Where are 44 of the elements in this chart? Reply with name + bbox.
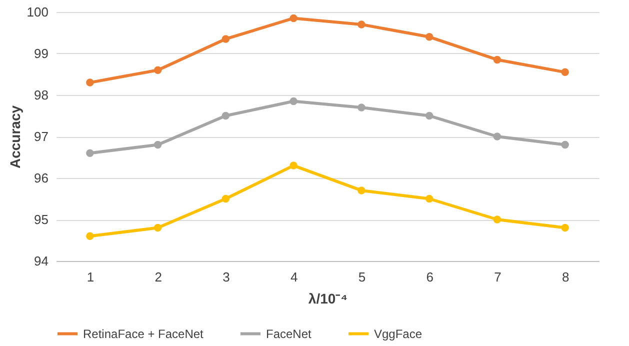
point [86, 232, 94, 240]
point [154, 66, 162, 74]
point [358, 104, 366, 112]
point [358, 186, 366, 194]
legend-label: RetinaFace + FaceNet [83, 326, 204, 341]
y-tick-label: 97 [34, 129, 48, 144]
point [425, 194, 434, 203]
y-tick-label: 100 [26, 4, 48, 20]
point [493, 132, 502, 140]
point [222, 112, 230, 120]
x-tick-label: 2 [154, 270, 162, 284]
x-tick-label: 5 [358, 270, 366, 284]
point [86, 149, 94, 157]
x-axis-title: λ/10⁻⁴ [308, 290, 348, 306]
legend-label: FaceNet [266, 326, 312, 341]
y-tick-label: 95 [34, 212, 48, 227]
point [222, 35, 230, 43]
point [561, 68, 569, 76]
x-tick-label: 8 [562, 270, 570, 284]
x-tick-label: 1 [86, 270, 94, 284]
y-tick-label: 98 [34, 88, 48, 102]
point [561, 140, 569, 149]
x-tick-label: 6 [426, 270, 434, 284]
point [154, 224, 162, 232]
legend-label: VggFace [374, 326, 422, 341]
y-axis-title: Accuracy [6, 105, 23, 169]
point [493, 216, 502, 224]
point [222, 194, 230, 203]
x-tick-label: 3 [222, 270, 230, 284]
point [425, 33, 434, 41]
point [86, 78, 94, 86]
y-tick-label: 96 [34, 170, 48, 186]
point [290, 97, 298, 106]
point [290, 162, 298, 170]
x-tick-label: 7 [494, 270, 502, 284]
point [425, 112, 434, 120]
point [358, 20, 366, 28]
point [154, 140, 162, 149]
x-tick-label: 4 [290, 270, 298, 284]
y-tick-label: 99 [34, 46, 48, 61]
point [290, 14, 298, 22]
y-tick-label: 94 [34, 254, 48, 268]
point [561, 224, 569, 232]
point [493, 56, 502, 64]
